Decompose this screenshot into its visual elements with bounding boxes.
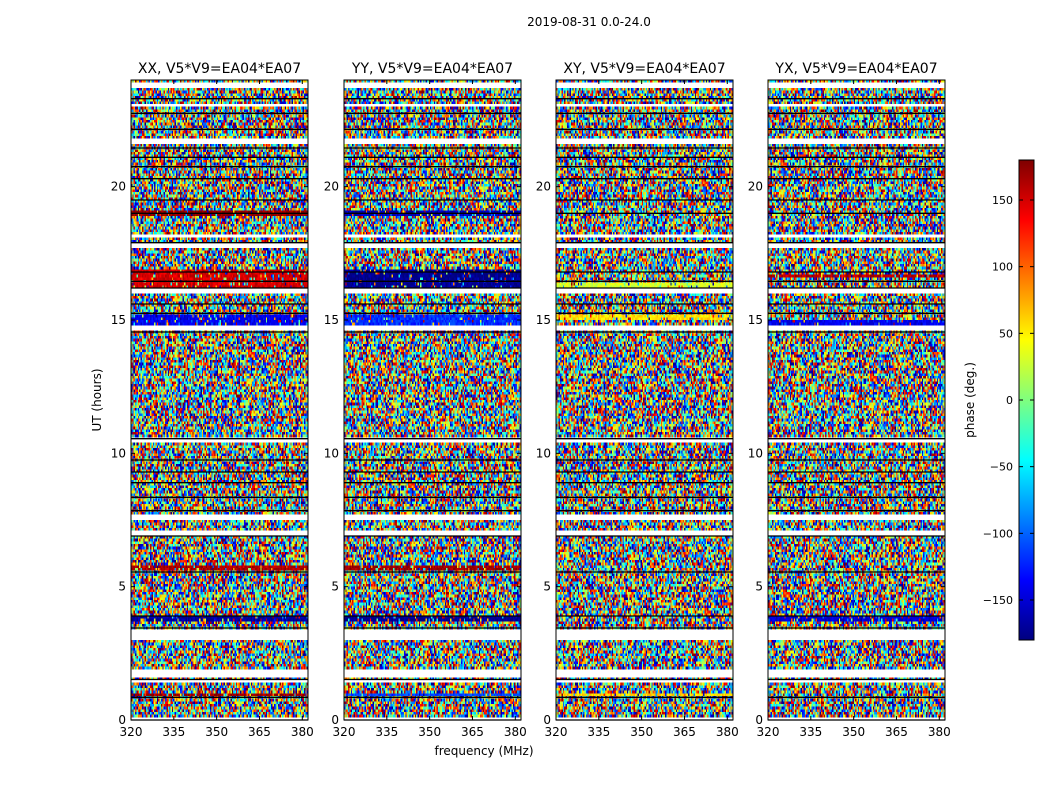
panel-4: YX, V5*V9=EA04*EA07 320 335 350 365 380 0 5 10 15… (748, 61, 951, 739)
colorbar-tick-label: 0 (1006, 394, 1013, 407)
colorbar: 150 100 50 0 −50 −100 −150 (983, 159, 1035, 641)
x-tick-label: 335 (375, 725, 398, 739)
colorbar-tick-label: −100 (983, 527, 1013, 540)
heatmap-panels: XX, V5*V9=EA04*EA07 320 335 350 365 380 0 5 10 15… (111, 61, 951, 739)
heatmap-image (556, 80, 733, 720)
heatmap-image (344, 80, 521, 720)
x-tick-label: 380 (928, 725, 951, 739)
x-tick-label: 320 (757, 725, 780, 739)
colorbar-tick-label: 150 (992, 194, 1013, 207)
x-tick-label: 365 (885, 725, 908, 739)
x-tick-label: 335 (162, 725, 185, 739)
y-tick-label: 20 (536, 180, 551, 194)
panel-3: XY, V5*V9=EA04*EA07 320 335 350 365 380 0 5 10 15… (536, 61, 739, 739)
panel-title: YY, V5*V9=EA04*EA07 (351, 61, 513, 77)
x-tick-label: 335 (799, 725, 822, 739)
panel-2: YY, V5*V9=EA04*EA07 320 335 350 365 380 0 5 10 15… (324, 61, 527, 739)
y-tick-label: 15 (324, 313, 339, 327)
panel-title: XY, V5*V9=EA04*EA07 (563, 61, 725, 77)
x-tick-label: 320 (545, 725, 568, 739)
y-tick-label: 5 (118, 580, 126, 594)
colorbar-tick-label: 100 (992, 261, 1013, 274)
y-tick-label: 10 (111, 446, 126, 460)
x-tick-label: 350 (842, 725, 865, 739)
x-tick-label: 350 (418, 725, 441, 739)
colorbar-label: phase (deg.) (963, 362, 977, 438)
y-tick-label: 15 (536, 313, 551, 327)
figure-suptitle: 2019-08-31 0.0-24.0 (527, 15, 651, 29)
y-tick-label: 10 (536, 446, 551, 460)
x-tick-label: 380 (504, 725, 527, 739)
y-tick-label: 20 (324, 180, 339, 194)
x-tick-label: 380 (716, 725, 739, 739)
heatmap-image (768, 80, 945, 720)
x-tick-label: 320 (120, 725, 143, 739)
axes-frame (767, 79, 946, 721)
axes-frame (555, 79, 734, 721)
colorbar-tick-label: −50 (990, 461, 1013, 474)
y-tick-label: 20 (111, 180, 126, 194)
x-tick-label: 350 (630, 725, 653, 739)
x-tick-label: 365 (673, 725, 696, 739)
y-tick-label: 15 (111, 313, 126, 327)
y-tick-label: 0 (331, 713, 339, 727)
y-tick-label: 0 (118, 713, 126, 727)
y-tick-label: 20 (748, 180, 763, 194)
heatmap-image (131, 80, 308, 720)
y-tick-label: 5 (331, 580, 339, 594)
y-tick-label: 5 (755, 580, 763, 594)
colorbar-tick-label: 50 (999, 327, 1013, 340)
panel-1: XX, V5*V9=EA04*EA07 320 335 350 365 380 0 5 10 15… (111, 61, 314, 739)
x-tick-label: 320 (333, 725, 356, 739)
colorbar-tick-label: −150 (983, 594, 1013, 607)
y-tick-label: 0 (543, 713, 551, 727)
y-tick-label: 10 (324, 446, 339, 460)
x-tick-label: 335 (587, 725, 610, 739)
panel-title: XX, V5*V9=EA04*EA07 (138, 61, 301, 77)
y-tick-label: 10 (748, 446, 763, 460)
x-tick-label: 365 (461, 725, 484, 739)
x-axis-label: frequency (MHz) (434, 744, 533, 758)
x-tick-label: 380 (291, 725, 314, 739)
axes-frame (130, 79, 309, 721)
axes-frame (343, 79, 522, 721)
panel-title: YX, V5*V9=EA04*EA07 (774, 61, 937, 77)
x-tick-label: 365 (248, 725, 271, 739)
x-tick-label: 350 (205, 725, 228, 739)
y-tick-label: 0 (755, 713, 763, 727)
y-tick-label: 5 (543, 580, 551, 594)
y-tick-label: 15 (748, 313, 763, 327)
y-axis-label: UT (hours) (90, 368, 104, 431)
